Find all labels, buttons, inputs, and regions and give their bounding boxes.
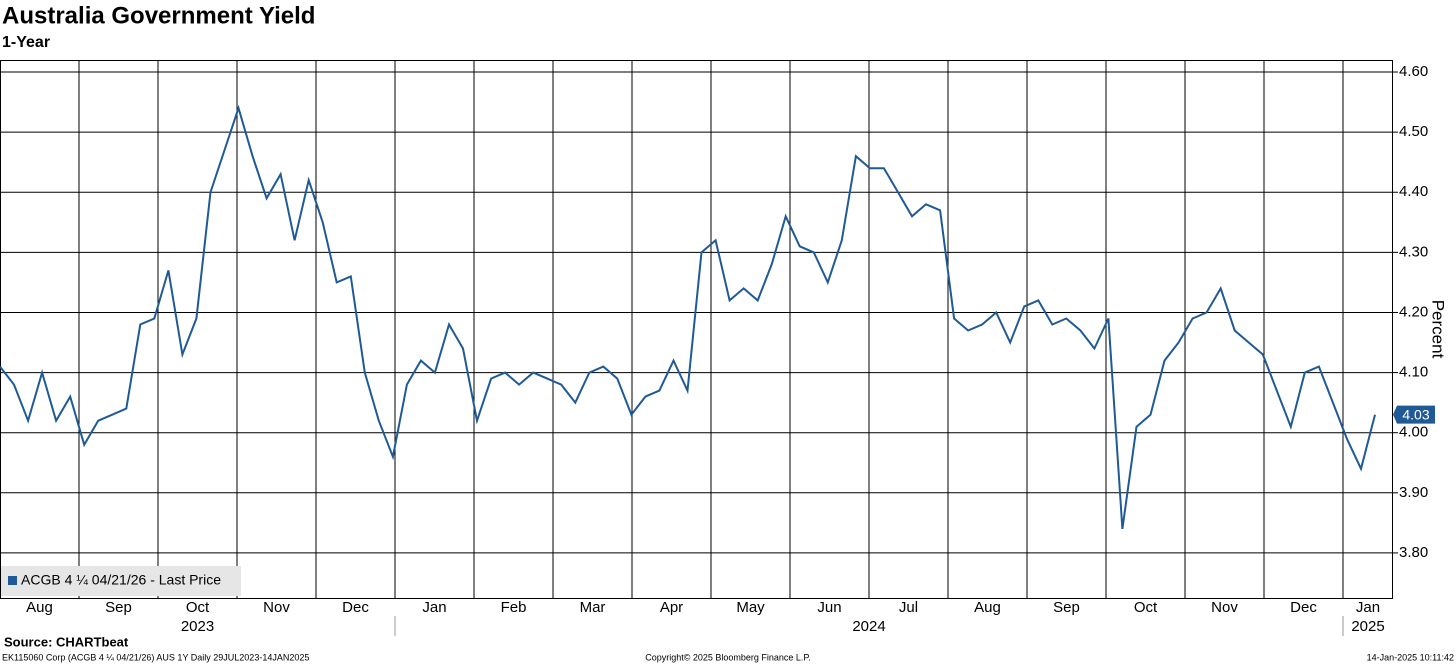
y-tick-label: 4.10 bbox=[1399, 364, 1428, 381]
last-price-label: 4.03 bbox=[1402, 406, 1429, 422]
chart-subtitle: 1-Year bbox=[2, 34, 50, 51]
footer-left: EK115060 Corp (ACGB 4 ¼ 04/21/26) AUS 1Y… bbox=[2, 652, 309, 662]
x-group-label: 2025 bbox=[1351, 618, 1384, 635]
y-tick-label: 3.90 bbox=[1399, 484, 1428, 501]
x-tick-label: Nov bbox=[263, 599, 290, 616]
x-tick-label: Jul bbox=[899, 599, 918, 616]
x-group-label: 2024 bbox=[852, 618, 885, 635]
source: Source: CHARTbeat bbox=[4, 634, 129, 649]
x-tick-label: Sep bbox=[1053, 599, 1080, 616]
legend-label: ACGB 4 ¼ 04/21/26 - Last Price bbox=[21, 572, 221, 588]
x-tick-label: Jan bbox=[422, 599, 446, 616]
x-tick-label: Oct bbox=[1134, 599, 1158, 616]
legend-swatch bbox=[8, 576, 17, 585]
y-tick-label: 4.30 bbox=[1399, 243, 1428, 260]
x-tick-label: May bbox=[736, 599, 765, 616]
x-group-label: 2023 bbox=[181, 618, 214, 635]
x-tick-label: Sep bbox=[105, 599, 132, 616]
y-tick-label: 4.20 bbox=[1399, 303, 1428, 320]
chart-title: Australia Government Yield bbox=[2, 2, 315, 29]
x-tick-label: Feb bbox=[501, 599, 527, 616]
x-tick-label: Nov bbox=[1211, 599, 1238, 616]
y-axis-label: Percent bbox=[1429, 300, 1448, 359]
legend-box bbox=[1, 566, 241, 596]
x-tick-label: Jun bbox=[817, 599, 841, 616]
series-line bbox=[0, 104, 1376, 530]
x-tick-label: Aug bbox=[26, 599, 53, 616]
y-tick-label: 4.60 bbox=[1399, 63, 1428, 80]
footer-right: 14-Jan-2025 10:11:42 bbox=[1367, 652, 1454, 662]
y-tick-label: 4.50 bbox=[1399, 123, 1428, 140]
last-price-tag bbox=[1393, 405, 1435, 424]
x-tick-label: Oct bbox=[186, 599, 210, 616]
y-tick-label: 4.00 bbox=[1399, 424, 1428, 441]
x-tick-label: Jan bbox=[1356, 599, 1380, 616]
y-tick-label: 4.40 bbox=[1399, 183, 1428, 200]
footer-center: Copyright© 2025 Bloomberg Finance L.P. bbox=[645, 652, 811, 662]
plot-area bbox=[0, 60, 1393, 599]
y-tick-label: 3.80 bbox=[1399, 544, 1428, 561]
x-tick-label: Dec bbox=[342, 599, 369, 616]
x-tick-label: Mar bbox=[580, 599, 606, 616]
x-tick-label: Dec bbox=[1290, 599, 1317, 616]
x-tick-label: Apr bbox=[660, 599, 683, 616]
x-tick-label: Aug bbox=[974, 599, 1001, 616]
